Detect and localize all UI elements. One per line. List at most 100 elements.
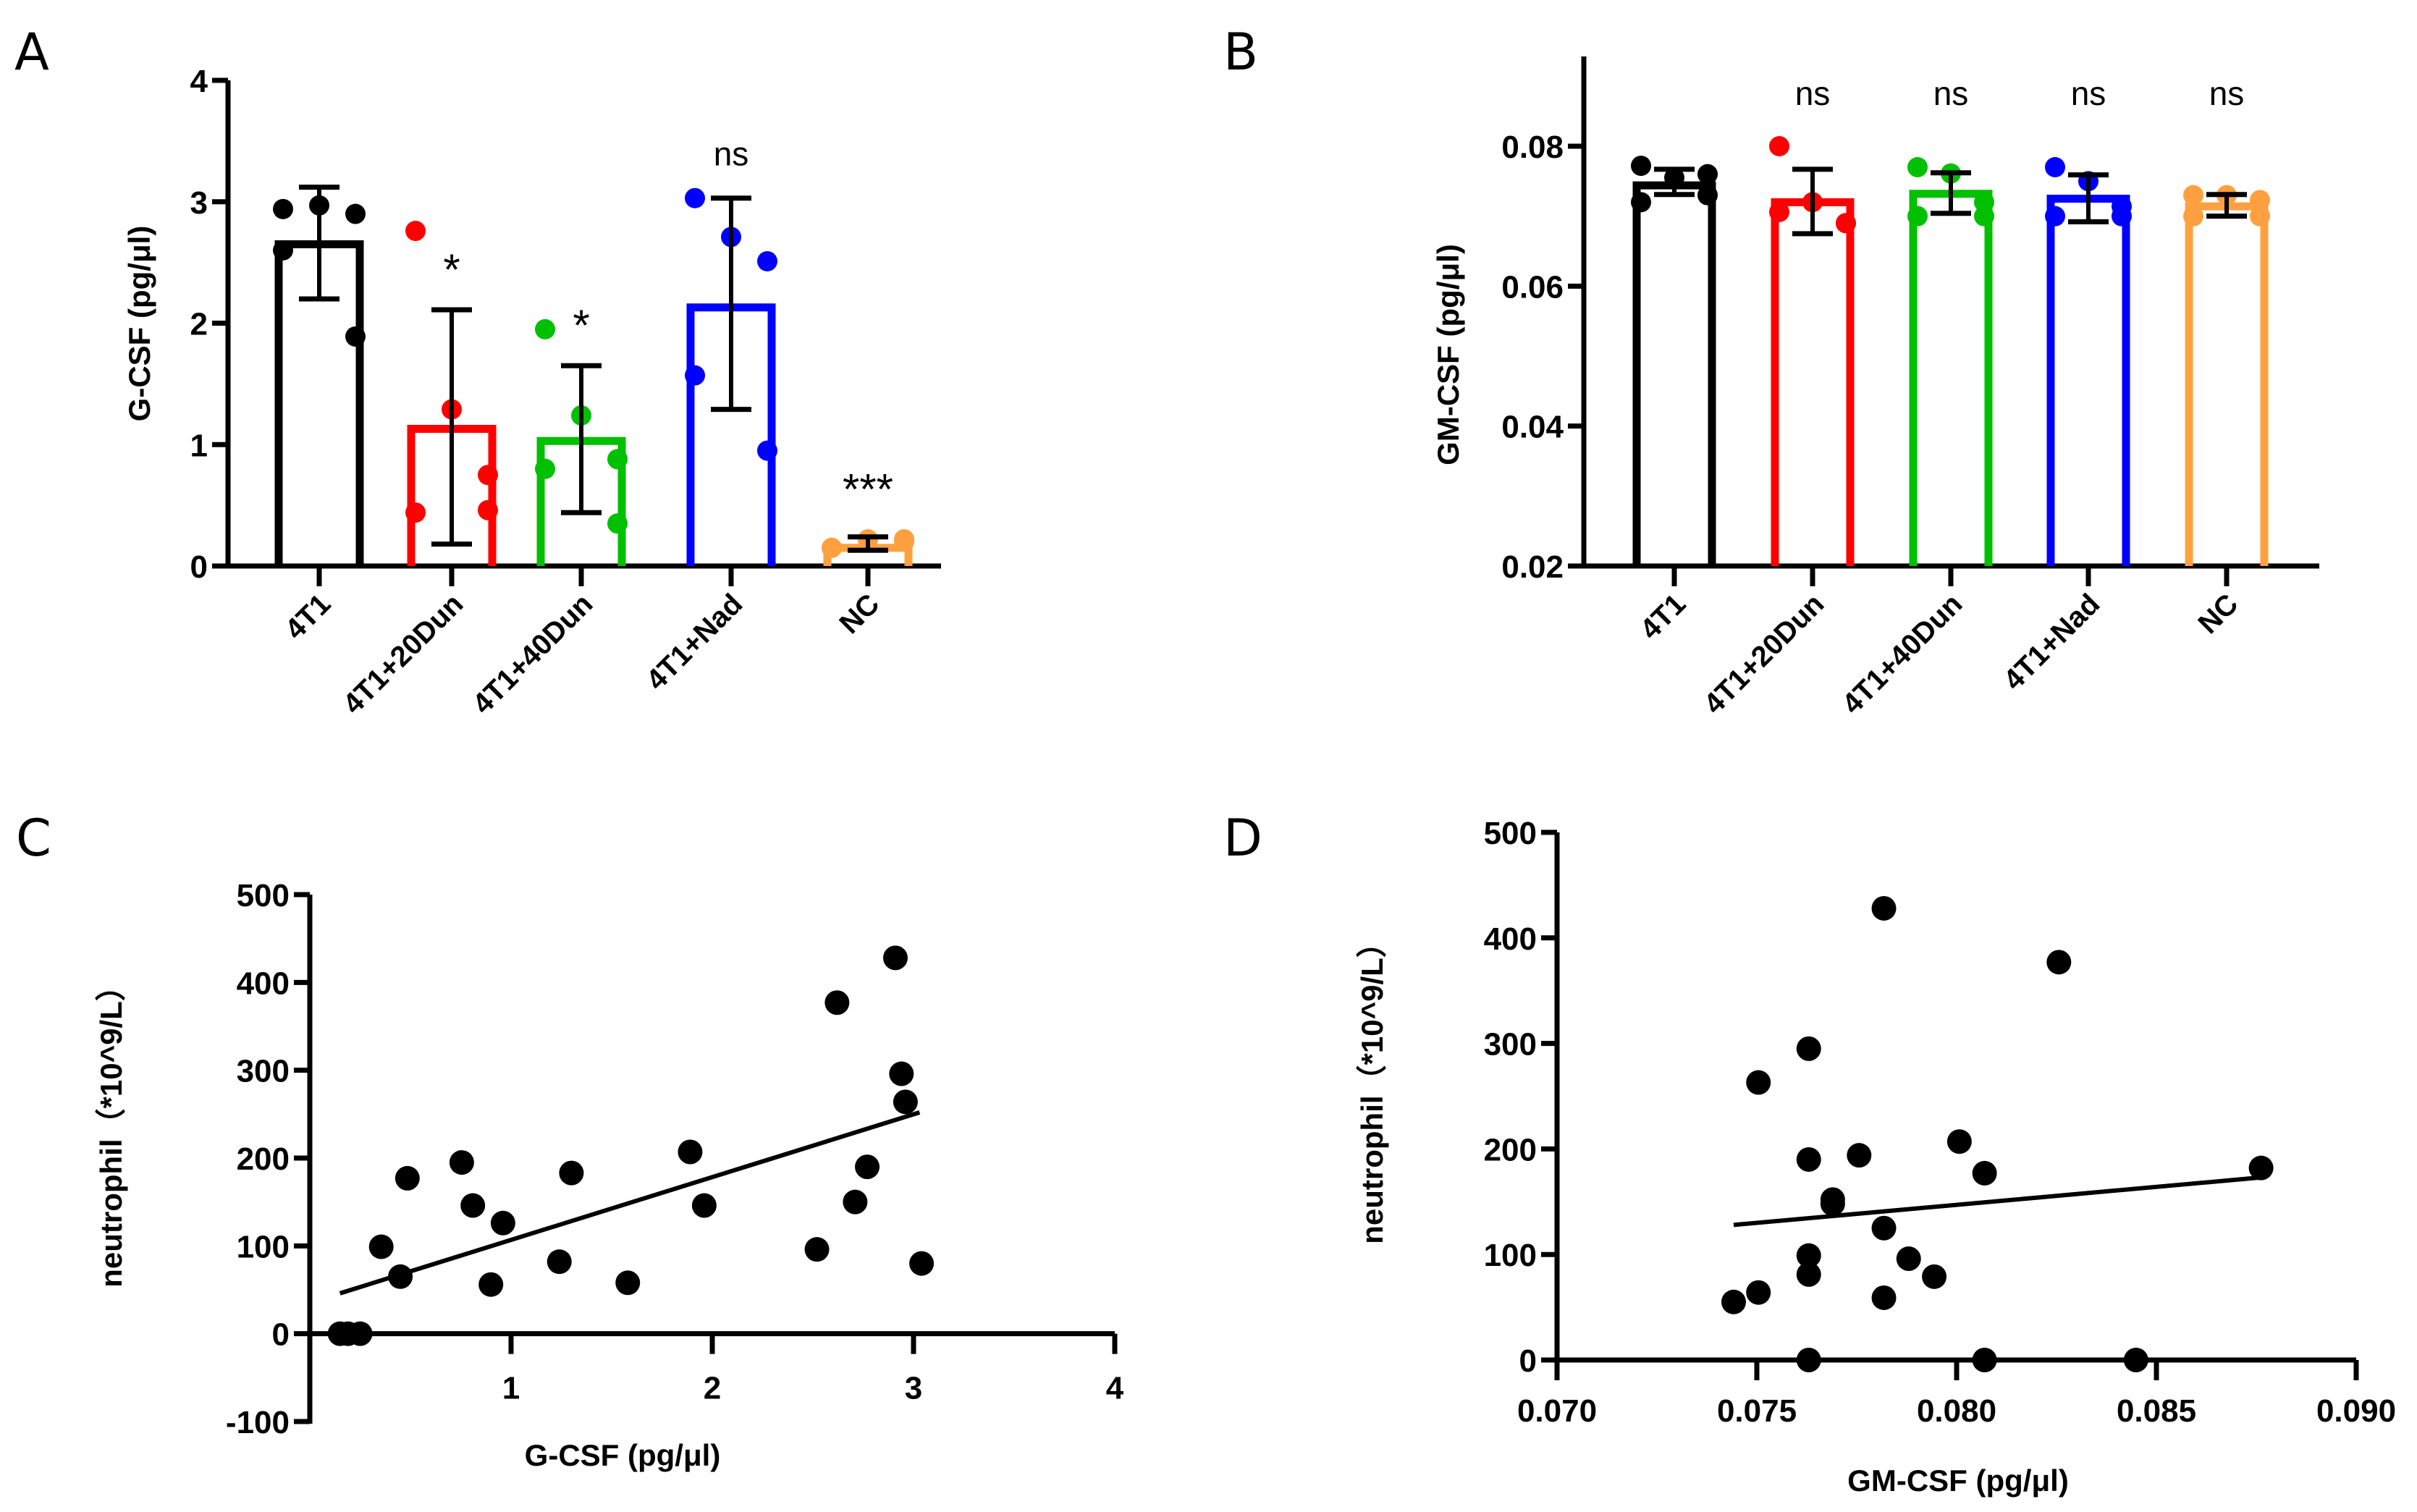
data-point: [345, 203, 366, 224]
regression-line: [339, 1110, 921, 1296]
scatter-point: [855, 1154, 880, 1180]
panel-letter-c: C: [16, 808, 51, 868]
panel-d-x-axis-title: GM-CSF (pg/μl): [1847, 1464, 2069, 1498]
y-tick-label: 500: [237, 878, 290, 913]
scatter-point: [2248, 1155, 2274, 1181]
bar-group-4t1-nad: [685, 187, 777, 566]
y-tick-label: 0.02: [1501, 549, 1564, 585]
panel-letter-a: A: [14, 22, 49, 82]
scatter-point: [449, 1150, 474, 1175]
scatter-point: [1796, 1243, 1821, 1268]
significance-label: ns: [2209, 75, 2245, 112]
scatter-point: [347, 1321, 373, 1346]
scatter-point: [1796, 1348, 1821, 1372]
data-point: [2250, 206, 2270, 227]
x-tick-label: 0.070: [1517, 1393, 1597, 1429]
scatter-point: [909, 1251, 935, 1276]
data-point: [1907, 206, 1928, 227]
y-tick-label: 0.08: [1501, 130, 1564, 165]
data-point: [607, 449, 628, 470]
scatter-point: [478, 1272, 504, 1297]
panel-a-y-axis-title: G-CSF (pg/μl): [122, 226, 156, 422]
scatter-point: [889, 1061, 914, 1086]
bar-group-4t1-40dun: [535, 318, 628, 566]
significance-label: ***: [843, 465, 893, 514]
bar-group-4t1-20dun: [1769, 136, 1856, 566]
scatter-point: [1796, 1036, 1821, 1061]
data-point: [405, 221, 426, 242]
y-tick-label: 1: [190, 428, 208, 463]
data-point: [757, 250, 777, 271]
x-tick-label: 0.075: [1717, 1393, 1797, 1429]
panel-c: -100 0 100 200 300 400 500 1 2 3 4: [226, 878, 1124, 1440]
scatter-point: [368, 1234, 394, 1259]
bar-group-nc: [2183, 185, 2270, 566]
bar-group-nc: [822, 529, 914, 566]
data-point: [478, 465, 498, 486]
data-point: [1697, 185, 1718, 206]
y-tick-label: 300: [1484, 1027, 1537, 1063]
panel-c-x-axis-title: G-CSF (pg/μl): [525, 1438, 721, 1472]
data-point: [2045, 157, 2065, 177]
scatter-point: [1871, 1285, 1897, 1310]
scatter-point: [1871, 895, 1897, 921]
y-tick-label: 100: [237, 1229, 290, 1264]
data-point: [535, 318, 555, 339]
y-tick-label: 2: [190, 307, 208, 342]
data-point: [2183, 206, 2203, 227]
panel-d-y-axis-title: neutrophil（*10^9/L）: [1355, 927, 1389, 1244]
scatter-point: [1871, 1215, 1897, 1241]
x-tick-label: 4: [1106, 1371, 1124, 1406]
scatter-point: [1796, 1146, 1821, 1172]
x-tick-label: 2: [704, 1371, 721, 1406]
data-point: [1836, 213, 1856, 234]
data-point: [2045, 206, 2065, 227]
y-tick-label: 400: [237, 966, 290, 1001]
scatter-point: [559, 1160, 584, 1186]
data-point: [685, 365, 705, 386]
data-point: [1974, 206, 1994, 227]
significance-label: ns: [2071, 75, 2106, 112]
x-tick-label: 0.085: [2117, 1393, 2196, 1429]
y-tick-label: 0: [190, 549, 208, 585]
scatter-point: [1896, 1246, 1921, 1272]
y-tick-label: 300: [237, 1054, 290, 1089]
y-tick-label: 4: [190, 64, 208, 99]
scatter-point: [1796, 1262, 1821, 1287]
data-point: [405, 502, 426, 523]
scatter-point: [1746, 1070, 1771, 1095]
data-point: [1907, 157, 1928, 177]
y-tick-label: 400: [1484, 921, 1537, 957]
scatter-point: [1946, 1129, 1972, 1154]
scatter-point: [691, 1193, 717, 1218]
y-tick-label: 200: [1484, 1132, 1537, 1167]
data-point: [685, 187, 705, 208]
data-point: [345, 326, 366, 347]
scatter-point: [2046, 950, 2072, 975]
x-tick-label: 0.090: [2316, 1393, 2396, 1429]
significance-label: ns: [1933, 75, 1969, 112]
y-tick-label: 100: [1484, 1238, 1537, 1273]
panel-d: 0 100 200 300 400 500 0.070 0.075 0.080 0.085 0.09…: [1484, 816, 2396, 1429]
data-point: [607, 513, 628, 534]
panel-letter-d: D: [1223, 808, 1262, 868]
data-point: [757, 440, 777, 461]
scatter-point: [1847, 1143, 1872, 1168]
scatter-point: [547, 1249, 572, 1275]
data-point: [1697, 164, 1718, 185]
significance-label: ns: [714, 135, 749, 173]
data-point: [2112, 196, 2132, 217]
bar-group-4t1: [273, 185, 366, 566]
scatter-point: [1972, 1348, 1997, 1372]
y-tick-label: 500: [1484, 816, 1537, 851]
data-point: [1631, 156, 1651, 177]
y-tick-label: 0.04: [1501, 410, 1564, 445]
scatter-point: [893, 1089, 918, 1115]
data-point: [273, 198, 293, 219]
regression-line: [1733, 1175, 2261, 1228]
scatter-point: [1820, 1191, 1845, 1217]
data-point: [478, 499, 498, 520]
scatter-point: [395, 1165, 420, 1191]
